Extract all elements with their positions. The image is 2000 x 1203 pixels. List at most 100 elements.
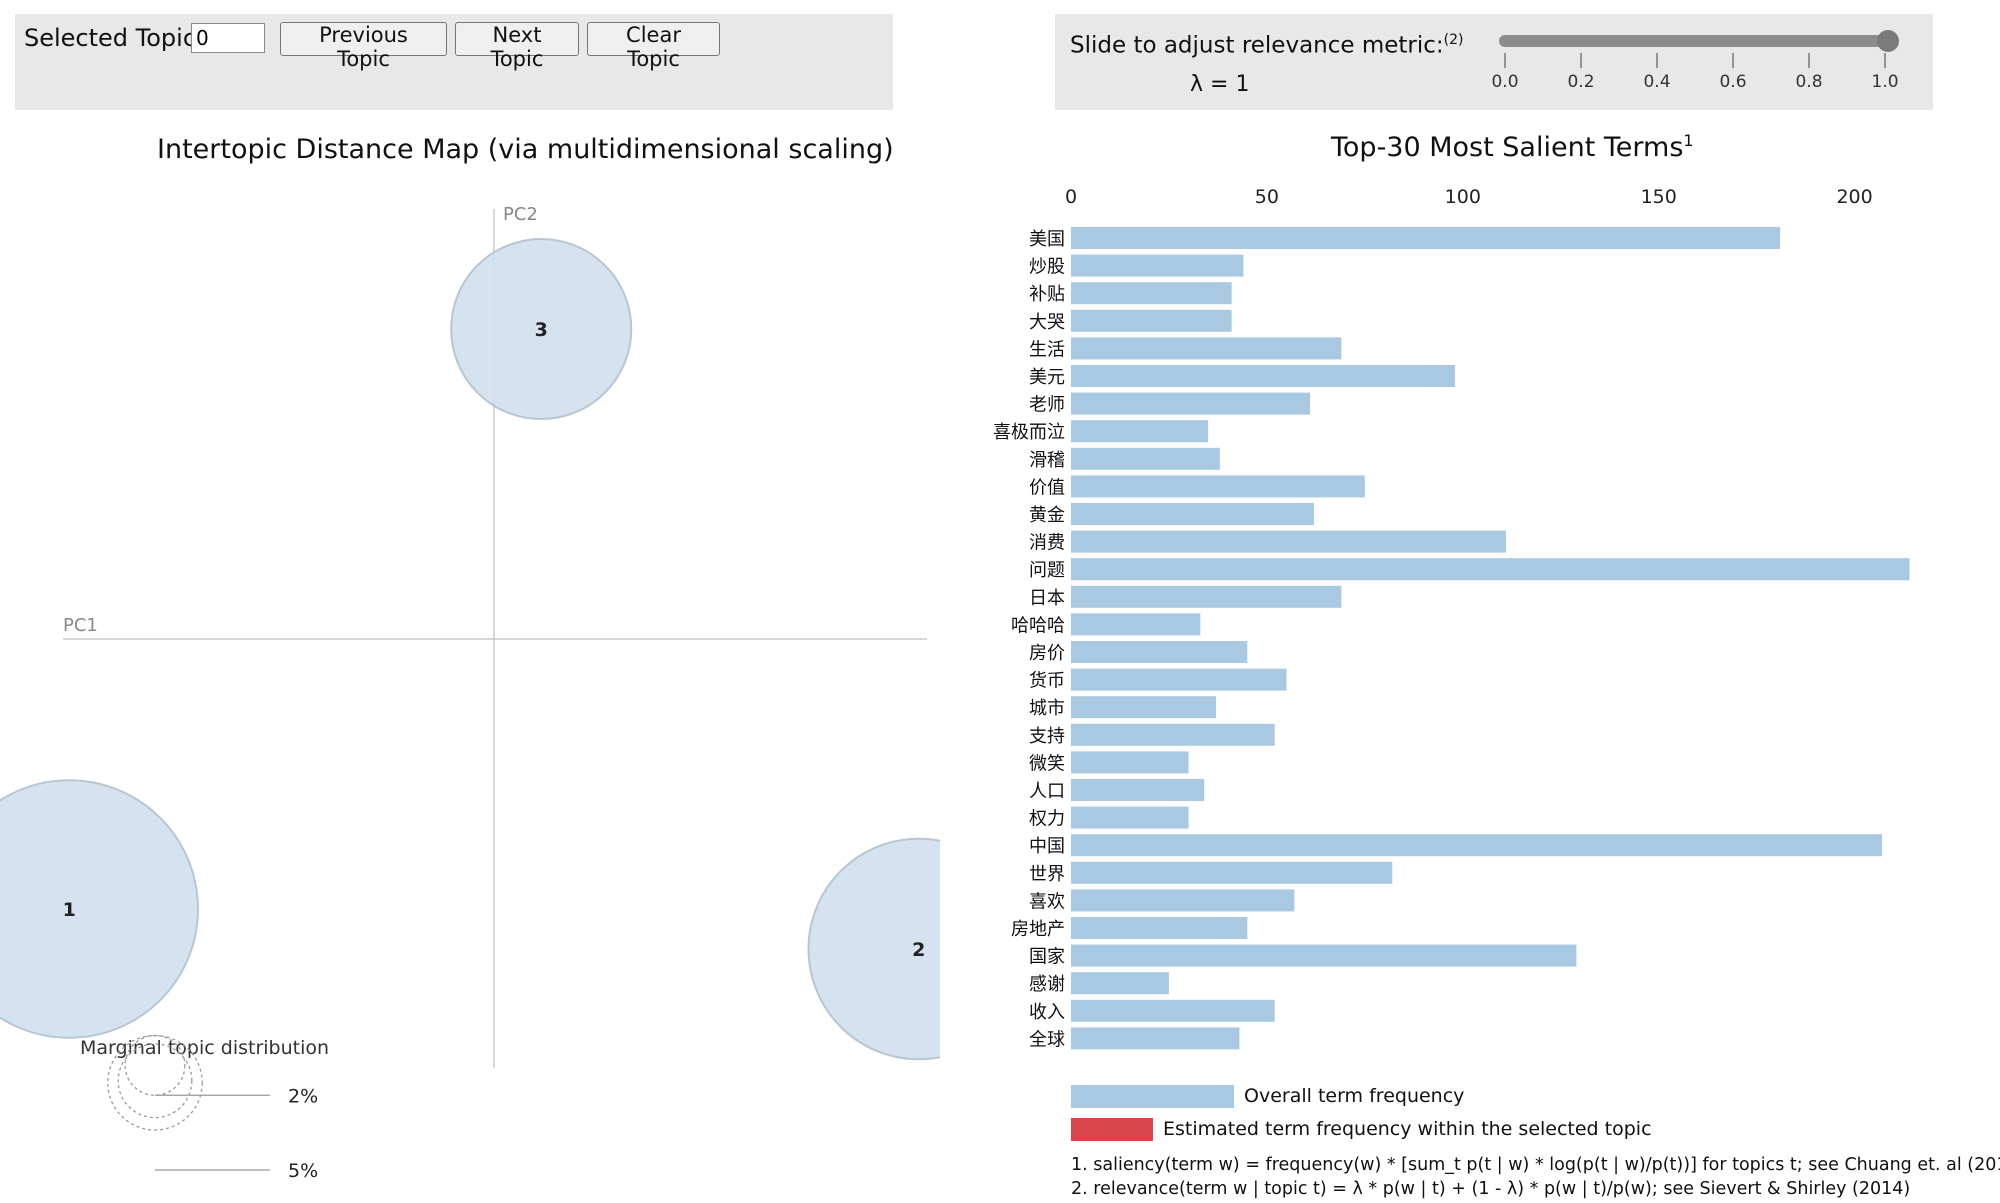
term-bars: 美国炒股补贴大哭生活美元老师喜极而泣滑稽价值黄金消费问题日本哈哈哈房价货币城市支…: [993, 227, 1910, 1050]
next-topic-button[interactable]: Next Topic: [455, 22, 579, 71]
salient-terms-title: Top-30 Most Salient Terms1: [1331, 131, 1694, 163]
marginal-label-5pct: 5%: [288, 1160, 318, 1182]
term-label: 美国: [1029, 229, 1065, 250]
term-label: 大哭: [1029, 312, 1065, 333]
relevance-footnote: 2. relevance(term w | topic t) = λ * p(w…: [1071, 1179, 1911, 1199]
overall-frequency-bar[interactable]: [1071, 475, 1365, 498]
saliency-footnote: 1. saliency(term w) = frequency(w) * [su…: [1071, 1155, 2000, 1175]
previous-topic-button[interactable]: Previous Topic: [280, 22, 447, 71]
topic-frequency-swatch: [1071, 1118, 1153, 1141]
topic-bubble-label: 1: [63, 899, 76, 921]
marginal-distribution-title: Marginal topic distribution: [80, 1037, 329, 1059]
overall-frequency-bar[interactable]: [1071, 420, 1209, 443]
intertopic-distance-map: PC1 PC2 123 Marginal topic distribution …: [0, 204, 940, 1182]
pc2-label: PC2: [503, 204, 538, 225]
overall-frequency-bar[interactable]: [1071, 806, 1189, 829]
slider-track[interactable]: [1499, 35, 1893, 47]
overall-frequency-bar[interactable]: [1071, 447, 1220, 470]
overall-frequency-bar[interactable]: [1071, 723, 1275, 746]
term-label: 收入: [1029, 1002, 1065, 1023]
overall-frequency-bar[interactable]: [1071, 309, 1232, 332]
overall-frequency-bar[interactable]: [1071, 696, 1216, 719]
term-label: 货币: [1029, 671, 1065, 692]
term-label: 日本: [1029, 588, 1065, 609]
term-label: 房价: [1029, 643, 1065, 664]
x-tick-label: 50: [1255, 186, 1279, 208]
term-label: 消费: [1029, 533, 1065, 554]
overall-frequency-bar[interactable]: [1071, 392, 1310, 415]
term-label: 全球: [1029, 1029, 1065, 1050]
marginal-label-2pct: 2%: [288, 1085, 318, 1107]
clear-topic-button[interactable]: Clear Topic: [587, 22, 720, 71]
term-label: 炒股: [1029, 257, 1065, 278]
overall-frequency-bar[interactable]: [1071, 365, 1455, 387]
slider-thumb[interactable]: [1877, 30, 1899, 52]
slider-tick-label: 0.6: [1719, 72, 1746, 92]
relevance-slider[interactable]: 0.0 0.2 0.4 0.6 0.8 1.0: [1475, 14, 1915, 110]
overall-frequency-bar[interactable]: [1071, 917, 1248, 939]
lambda-value-label: λ = 1: [1190, 72, 1250, 97]
term-label: 黄金: [1029, 505, 1065, 526]
bar-x-axis: 0 50 100 150 200: [1065, 186, 1873, 208]
term-label: 权力: [1029, 809, 1065, 830]
term-label: 人口: [1029, 781, 1065, 802]
topic-bubble-1[interactable]: [0, 779, 199, 1039]
term-label: 国家: [1029, 947, 1065, 968]
overall-frequency-bar[interactable]: [1071, 779, 1205, 801]
overall-frequency-bar[interactable]: [1071, 254, 1244, 277]
overall-frequency-bar[interactable]: [1071, 972, 1169, 995]
overall-frequency-bar[interactable]: [1071, 585, 1342, 608]
topic-bubble-3[interactable]: [450, 237, 633, 421]
overall-frequency-bar[interactable]: [1071, 751, 1189, 774]
slider-tick-label: 0.0: [1491, 72, 1518, 92]
term-label: 问题: [1029, 560, 1065, 581]
term-label: 中国: [1029, 836, 1065, 857]
overall-frequency-bar[interactable]: [1071, 999, 1275, 1022]
overall-frequency-bar[interactable]: [1071, 503, 1314, 525]
overall-frequency-bar[interactable]: [1071, 337, 1342, 360]
topic-bubble-2[interactable]: [807, 837, 940, 1061]
topic-bubbles: 1 2 3: [0, 237, 940, 1061]
term-label: 感谢: [1029, 974, 1065, 995]
selected-topic-input[interactable]: [191, 23, 265, 53]
overall-frequency-bar[interactable]: [1071, 227, 1781, 249]
overall-frequency-bar[interactable]: [1071, 944, 1577, 967]
legend-overall: Overall term frequency: [1071, 1085, 1464, 1108]
marginal-circle-mid: [117, 1043, 193, 1119]
term-label: 补贴: [1029, 284, 1065, 305]
title-footnote-marker: 1: [1683, 131, 1694, 150]
overall-frequency-bar[interactable]: [1071, 613, 1201, 636]
term-label: 世界: [1029, 864, 1065, 885]
overall-frequency-bar[interactable]: [1071, 861, 1393, 884]
term-label: 生活: [1029, 339, 1065, 360]
slider-tick-label: 0.2: [1567, 72, 1594, 92]
term-label: 美元: [1029, 367, 1065, 388]
term-label: 老师: [1029, 395, 1065, 416]
term-label: 喜极而泣: [993, 422, 1065, 443]
overall-frequency-bar[interactable]: [1071, 282, 1232, 305]
topic-bubble-label: 3: [535, 319, 548, 341]
overall-frequency-bar[interactable]: [1071, 834, 1883, 857]
x-tick-label: 150: [1641, 186, 1677, 208]
x-tick-label: 100: [1445, 186, 1481, 208]
term-label: 喜欢: [1029, 891, 1065, 912]
overall-frequency-bar[interactable]: [1071, 641, 1248, 663]
term-label: 哈哈哈: [1011, 615, 1065, 636]
marginal-legend: 2% 5%: [107, 1034, 318, 1182]
x-tick-label: 0: [1065, 186, 1077, 208]
slider-tick-label: 0.8: [1795, 72, 1822, 92]
overall-frequency-bar[interactable]: [1071, 889, 1295, 912]
relevance-slider-panel: Slide to adjust relevance metric:(2) λ =…: [1055, 14, 1933, 110]
overall-frequency-bar[interactable]: [1071, 668, 1287, 691]
overall-frequency-bar[interactable]: [1071, 1027, 1240, 1050]
slider-tick-label: 0.4: [1643, 72, 1670, 92]
legend-topic-label: Estimated term frequency within the sele…: [1163, 1118, 1652, 1140]
legend-overall-label: Overall term frequency: [1244, 1085, 1465, 1107]
slider-footnote-marker: (2): [1443, 32, 1464, 48]
selected-topic-label: Selected Topic:: [24, 24, 205, 52]
overall-frequency-bar[interactable]: [1071, 530, 1506, 553]
overall-frequency-bar[interactable]: [1071, 558, 1910, 581]
term-label: 城市: [1029, 698, 1065, 719]
legend-topic: Estimated term frequency within the sele…: [1071, 1118, 1652, 1141]
pc1-label: PC1: [63, 615, 98, 636]
